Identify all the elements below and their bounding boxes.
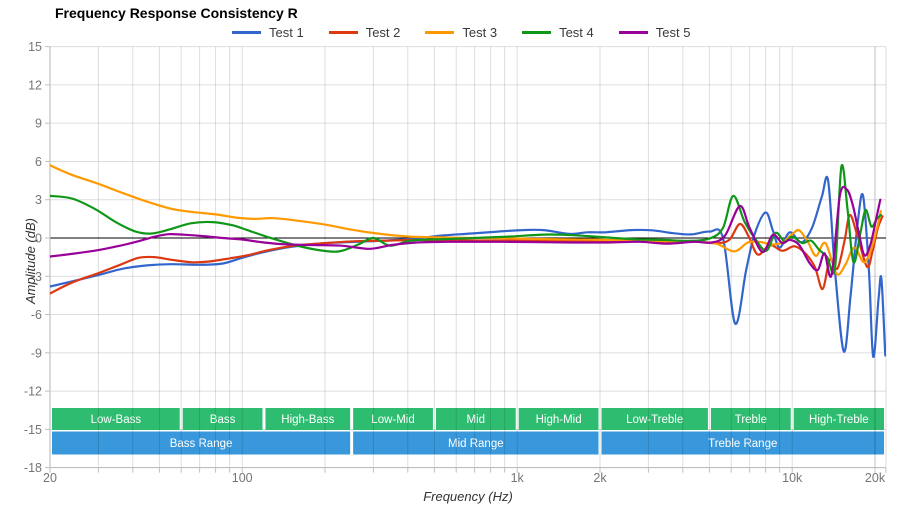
y-tick-label: 0: [35, 232, 42, 246]
sub-band-treble: [710, 408, 791, 430]
legend-item-test-3[interactable]: Test 3: [425, 25, 497, 40]
sub-band-high-mid: [518, 408, 599, 430]
x-tick-label: 100: [232, 471, 253, 485]
legend-item-test-5[interactable]: Test 5: [618, 25, 691, 40]
sub-band-high-bass: [265, 408, 351, 430]
y-tick-label: 9: [35, 117, 42, 131]
main-band-label: Mid Range: [448, 438, 504, 450]
legend-label: Test 1: [269, 25, 304, 40]
chart-title: Frequency Response Consistency R: [55, 5, 298, 21]
chart-legend: Test 1 Test 2 Test 3 Test 4 Test 5: [232, 25, 690, 40]
x-tick-label: 20: [43, 471, 57, 485]
sub-band-low-treble: [601, 408, 708, 430]
y-tick-label: 3: [35, 193, 42, 207]
main-band-treble-range: [601, 431, 884, 455]
y-tick-label: -6: [31, 308, 42, 322]
x-tick-label: 20k: [865, 471, 886, 485]
main-band-label: Bass Range: [170, 438, 233, 450]
x-tick-label: 1k: [511, 471, 525, 485]
sub-band-label: Mid: [467, 414, 486, 426]
main-band-mid-range: [353, 431, 599, 455]
legend-swatch-test-4: [522, 31, 552, 34]
legend-swatch-test-5: [618, 31, 648, 34]
legend-label: Test 3: [462, 25, 498, 40]
legend-label: Test 2: [365, 25, 401, 40]
y-tick-label: -3: [31, 270, 42, 284]
sub-band-label: Low-Treble: [626, 414, 683, 426]
y-tick-label: -12: [24, 385, 42, 399]
legend-label: Test 4: [559, 25, 594, 40]
y-tick-label: 15: [28, 40, 42, 54]
sub-band-label: High-Bass: [281, 414, 334, 426]
sub-band-low-mid: [353, 408, 433, 430]
series-line-test-1: [50, 175, 886, 358]
sub-band-label: Low-Mid: [371, 414, 414, 426]
legend-item-test-2[interactable]: Test 2: [328, 25, 401, 40]
x-axis-title: Frequency (Hz): [423, 489, 513, 504]
legend-item-test-1[interactable]: Test 1: [232, 25, 304, 40]
x-tick-label: 2k: [593, 471, 607, 485]
legend-swatch-test-3: [425, 31, 455, 34]
legend-swatch-test-1: [232, 31, 261, 34]
sub-band-low-bass: [52, 408, 180, 430]
y-tick-label: 12: [28, 78, 42, 92]
legend-item-test-4[interactable]: Test 4: [522, 25, 594, 40]
y-tick-label: -18: [24, 461, 42, 475]
sub-band-label: Bass: [210, 414, 236, 426]
y-axis-title: Amplitude (dB): [23, 218, 38, 304]
series-line-test-3: [50, 164, 882, 276]
y-tick-label: -9: [31, 346, 42, 360]
sub-band-label: High-Mid: [536, 414, 582, 426]
sub-band-bass: [182, 408, 263, 430]
series-line-test-5: [50, 185, 882, 278]
series-line-test-4: [50, 163, 882, 275]
main-band-bass-range: [52, 431, 351, 455]
sub-band-label: High-Treble: [809, 414, 869, 426]
sub-band-label: Low-Bass: [91, 414, 142, 426]
sub-band-label: Treble: [735, 414, 767, 426]
sub-band-high-treble: [793, 408, 884, 430]
main-band-label: Treble Range: [708, 438, 777, 450]
legend-label: Test 5: [655, 25, 691, 40]
y-tick-label: -15: [24, 423, 42, 437]
x-tick-label: 10k: [782, 471, 803, 485]
y-tick-label: 6: [35, 155, 42, 169]
sub-band-mid: [435, 408, 516, 430]
legend-swatch-test-2: [328, 31, 358, 34]
